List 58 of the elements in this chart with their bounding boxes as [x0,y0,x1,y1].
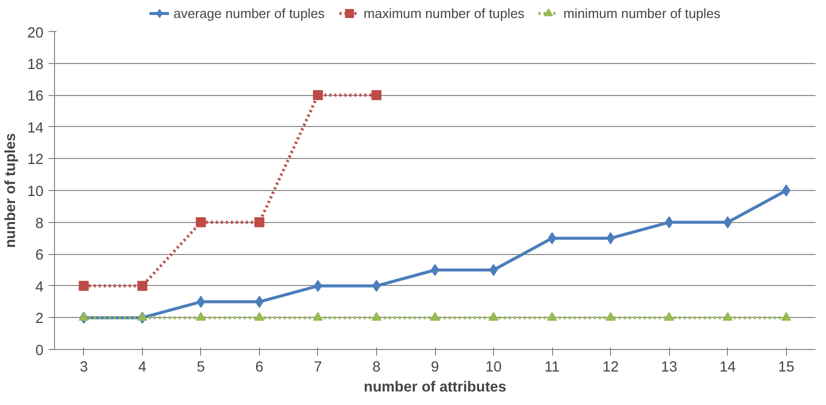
y-tick-label: 4 [35,279,44,296]
y-tick-label: 14 [27,120,44,136]
x-axis-title: number of attributes [364,380,506,396]
point [430,312,440,321]
point [312,312,323,321]
x-tick-label: 13 [661,360,678,376]
x-tick-label: 5 [196,360,205,376]
legend-label: average number of tuples [174,6,325,20]
y-tick-label: 12 [27,152,44,168]
y-tick-label: 18 [27,56,44,73]
point [606,232,615,244]
point [548,232,556,244]
legend-label: minimum number of tuples [563,6,720,20]
y-tick-label: 16 [27,88,44,105]
point [137,312,148,321]
point [782,184,790,196]
point [78,312,89,321]
y-tick-label: 10 [27,184,44,200]
point [196,312,206,321]
y-tick-label: 2 [35,311,44,328]
point [255,296,264,308]
x-tick-label: 6 [255,360,264,376]
legend-label: maximum number of tuples [364,6,524,20]
point [488,312,499,321]
point [137,280,148,291]
point [664,312,674,321]
x-tick-label: 7 [314,360,322,376]
x-tick-label: 14 [720,360,736,376]
point [314,280,322,292]
point [664,216,674,228]
point [430,264,440,276]
y-tick-label: 6 [35,248,44,264]
point [312,90,323,100]
point [489,264,498,276]
point [781,312,792,321]
point [371,90,382,100]
x-tick-label: 15 [778,360,794,376]
point [606,312,616,321]
x-tick-label: 4 [138,360,146,376]
x-tick-label: 11 [544,360,560,376]
point [254,312,264,321]
y-tick-label: 20 [27,26,44,42]
y-tick-label: 0 [35,343,44,359]
x-tick-label: 12 [602,360,619,376]
y-axis-title: nunber of tuples [3,133,20,248]
x-tick-label: 10 [485,360,502,376]
point [78,280,89,291]
x-tick-label: 8 [372,360,381,376]
point [196,217,206,228]
point [254,217,264,228]
y-tick-label: 8 [35,216,44,232]
x-tick-label: 3 [80,360,88,376]
point [371,312,382,321]
point [372,280,381,292]
point [547,312,558,321]
x-tick-label: 9 [430,360,440,376]
point [196,296,206,308]
point [722,312,733,321]
